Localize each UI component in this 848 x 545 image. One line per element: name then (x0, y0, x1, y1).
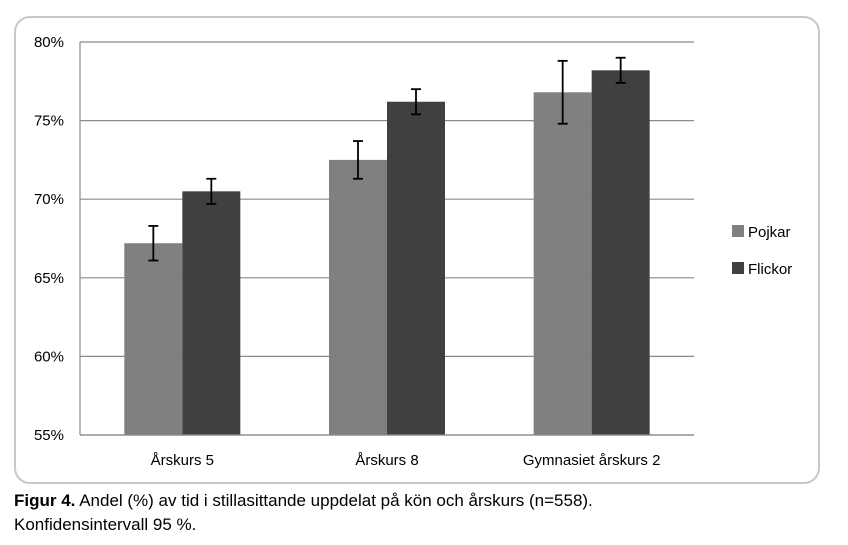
bar (533, 92, 592, 435)
y-tick-label: 75% (34, 113, 64, 130)
y-tick-label: 80% (34, 34, 64, 51)
bar-chart: 55% 60% 65% 70% 75% 80% Årskurs 5 Årskurs 8 Gymn… (34, 34, 792, 469)
y-tick-label: 60% (34, 348, 64, 365)
bar (329, 159, 387, 435)
bar (591, 70, 650, 436)
legend-swatch (732, 225, 744, 237)
bar (387, 101, 445, 436)
bar (182, 191, 241, 435)
x-category-label: Gymnasiet årskurs 2 (523, 452, 661, 469)
legend-label: Flickor (748, 261, 792, 278)
y-tick-label: 55% (34, 427, 64, 444)
x-category-label: Årskurs 5 (151, 452, 214, 469)
y-tick-label: 65% (34, 270, 64, 287)
bar (124, 243, 183, 435)
figure-caption: Figur 4. Andel (%) av tid i stillasittan… (14, 489, 834, 537)
x-category-label: Årskurs 8 (355, 452, 418, 469)
legend-swatch (732, 262, 744, 274)
caption-line2: Konfidensintervall 95 %. (14, 515, 197, 534)
y-tick-label: 70% (34, 191, 64, 208)
legend-label: Pojkar (748, 224, 791, 241)
caption-text: Andel (%) av tid i stillasittande uppdel… (75, 491, 593, 510)
caption-label: Figur 4. (14, 491, 76, 510)
